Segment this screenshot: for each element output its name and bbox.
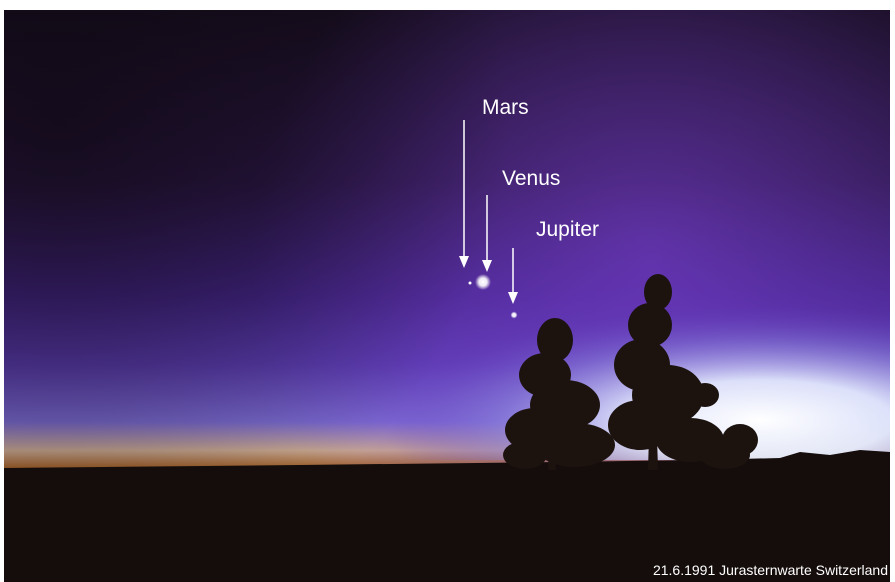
caption: 21.6.1991 Jurasternwarte Switzerland [653,562,888,578]
label-jupiter: Jupiter [536,218,599,241]
venus-dot [475,274,491,290]
label-mars: Mars [482,96,529,119]
photo: Mars Venus Jupiter 21.6.1991 Jurasternwa… [0,0,895,582]
jupiter-dot [511,312,518,319]
mars-dot [469,282,472,285]
label-venus: Venus [502,167,560,190]
page: Mars Venus Jupiter 21.6.1991 Jurasternwa… [0,0,895,582]
